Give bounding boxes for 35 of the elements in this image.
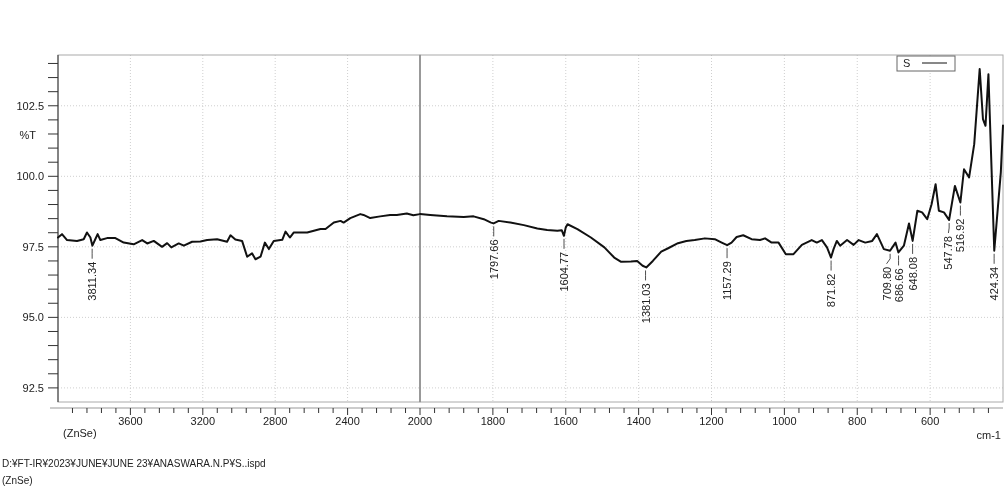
legend-label: S <box>903 57 911 69</box>
x-tick-label: 2800 <box>262 415 288 427</box>
x-tick-label: 3600 <box>118 415 143 427</box>
annotation: 516.92 <box>954 218 967 253</box>
annotation: 871.82 <box>825 273 838 308</box>
x-tick-label: 2400 <box>335 415 360 427</box>
x-tick-label: 1600 <box>553 415 578 427</box>
annotation: 1604.77 <box>558 251 571 292</box>
y-tick-label: 102.5 <box>16 99 44 112</box>
x-tick-label: 1200 <box>699 415 724 427</box>
annotation: 709.80 <box>880 266 893 301</box>
annotation: 648.08 <box>906 256 919 291</box>
annotation: 1381.03 <box>639 283 652 324</box>
x-tick-label: 1400 <box>626 415 651 427</box>
x-tick-label: 800 <box>848 415 867 427</box>
y-tick-label: 100.0 <box>16 170 44 183</box>
x-tick-label: 2000 <box>407 415 433 427</box>
annotation: 686.66 <box>892 268 905 303</box>
x-axis-title: cm-1 <box>976 429 1001 441</box>
y-tick-label: 92.5 <box>22 381 44 394</box>
x-tick-label: 1800 <box>480 415 506 427</box>
y-tick-label: 95.0 <box>22 311 44 324</box>
annotation: 1797.66 <box>487 239 500 280</box>
text: D:¥FT-IR¥2023¥JUNE¥JUNE 23¥ANASWARA.N.P¥S..ispd <box>2 458 266 469</box>
text: (ZnSe) <box>2 475 33 486</box>
y-axis-title: %T <box>19 129 37 141</box>
x-tick-label: 600 <box>920 415 940 427</box>
annotation: 424.34 <box>988 266 1001 301</box>
annotation: 547.78 <box>942 236 955 270</box>
annotation: 1157.29 <box>721 261 734 301</box>
x-tick-label: 3200 <box>190 415 216 427</box>
text: (ZnSe) <box>63 427 97 439</box>
x-tick-label: 1000 <box>772 415 797 427</box>
y-tick-label: 97.5 <box>22 240 44 253</box>
annotation: 3811.34 <box>86 261 99 301</box>
